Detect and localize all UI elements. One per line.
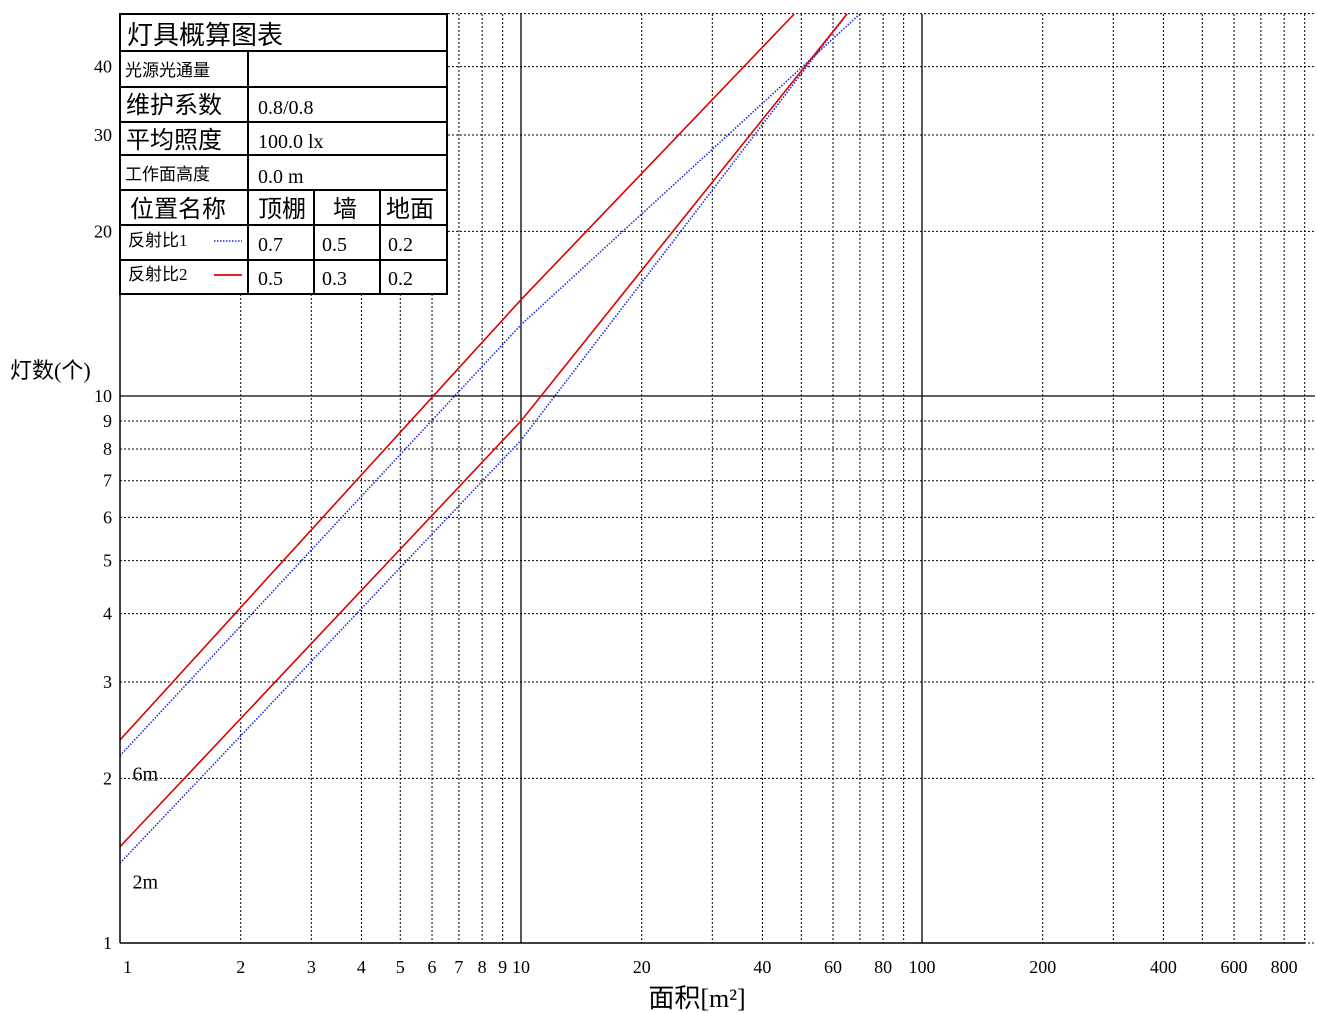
flux-label: 光源光通量 (125, 61, 210, 80)
reflectance-2-wall: 0.3 (322, 268, 347, 290)
x-tick-label: 60 (824, 957, 842, 977)
reflectance-1-wall: 0.5 (322, 234, 347, 256)
y-tick-label: 5 (103, 551, 112, 571)
y-tick-label: 3 (103, 672, 112, 692)
x-tick-label: 800 (1271, 957, 1298, 977)
reflectance-1-ceiling: 0.7 (258, 234, 283, 256)
ceiling-header: 顶棚 (258, 196, 306, 223)
y-tick-label: 9 (103, 411, 112, 431)
wall-header: 墙 (333, 196, 357, 223)
reflectance-2-floor: 0.2 (388, 268, 413, 290)
series-2m-reflectance-1 (119, 13, 848, 864)
x-tick-label: 6 (428, 957, 437, 977)
y-tick-label: 30 (94, 125, 112, 145)
curve-labels: 6m 2m (132, 763, 158, 893)
reflectance-2-ceiling: 0.5 (258, 268, 283, 290)
grid (119, 13, 1315, 944)
x-tick-label: 80 (874, 957, 892, 977)
series-6m-reflectance-1 (119, 13, 861, 757)
reflectance-2-label: 反射比2 (128, 265, 188, 284)
y-axis-label: 灯数(个) (10, 358, 91, 383)
x-tick-label: 200 (1029, 957, 1056, 977)
illuminance-label: 平均照度 (126, 127, 222, 154)
x-axis-label: 面积[m²] (648, 984, 745, 1013)
x-tick-label: 9 (498, 957, 507, 977)
reflectance-1-label: 反射比1 (128, 231, 188, 250)
position-name-header: 位置名称 (130, 196, 226, 223)
y-tick-label: 8 (103, 439, 112, 459)
x-tick-label: 8 (478, 957, 487, 977)
y-tick-label: 6 (103, 507, 112, 527)
y-tick-label: 2 (103, 768, 112, 788)
y-tick-label: 10 (94, 386, 112, 406)
x-tick-label: 10 (512, 957, 530, 977)
x-tick-label: 2 (236, 957, 245, 977)
curve-label-2m: 2m (132, 872, 158, 894)
x-tick-label: 100 (909, 957, 936, 977)
x-tick-label: 3 (307, 957, 316, 977)
y-tick-label: 40 (94, 57, 112, 77)
workplane-height-value: 0.0 m (258, 166, 304, 188)
x-tick-label: 5 (396, 957, 405, 977)
curves (119, 13, 861, 864)
y-tick-label: 1 (103, 933, 112, 953)
x-tick-label: 600 (1221, 957, 1248, 977)
legend-table: 灯具概算图表 光源光通量 维护系数 0.8/0.8 平均照度 100.0 lx … (119, 13, 448, 295)
x-tick-label: 4 (357, 957, 366, 977)
y-tick-label: 20 (94, 221, 112, 241)
x-tick-label: 20 (633, 957, 651, 977)
table-title: 灯具概算图表 (127, 21, 283, 50)
series-6m-reflectance-2 (119, 13, 795, 741)
curve-label-6m: 6m (132, 763, 158, 785)
x-tick-label: 7 (454, 957, 463, 977)
x-tick-labels: 1 2 3 4 5 6 7 8 9 10 20 40 60 80 100 200 400 600 800 (123, 957, 1298, 977)
maintenance-value: 0.8/0.8 (258, 97, 314, 119)
floor-header: 地面 (386, 196, 434, 223)
workplane-height-label: 工作面高度 (125, 165, 210, 184)
reflectance-1-floor: 0.2 (388, 234, 413, 256)
y-tick-label: 7 (103, 471, 112, 491)
y-tick-label: 4 (103, 604, 112, 624)
maintenance-label: 维护系数 (126, 92, 222, 119)
x-tick-label: 40 (753, 957, 771, 977)
x-tick-label: 400 (1150, 957, 1177, 977)
x-tick-label: 1 (123, 957, 132, 977)
y-tick-labels: 1 2 3 4 5 6 7 8 9 10 20 30 40 (94, 57, 112, 953)
illuminance-value: 100.0 lx (258, 131, 324, 153)
series-2m-reflectance-2 (119, 13, 848, 848)
